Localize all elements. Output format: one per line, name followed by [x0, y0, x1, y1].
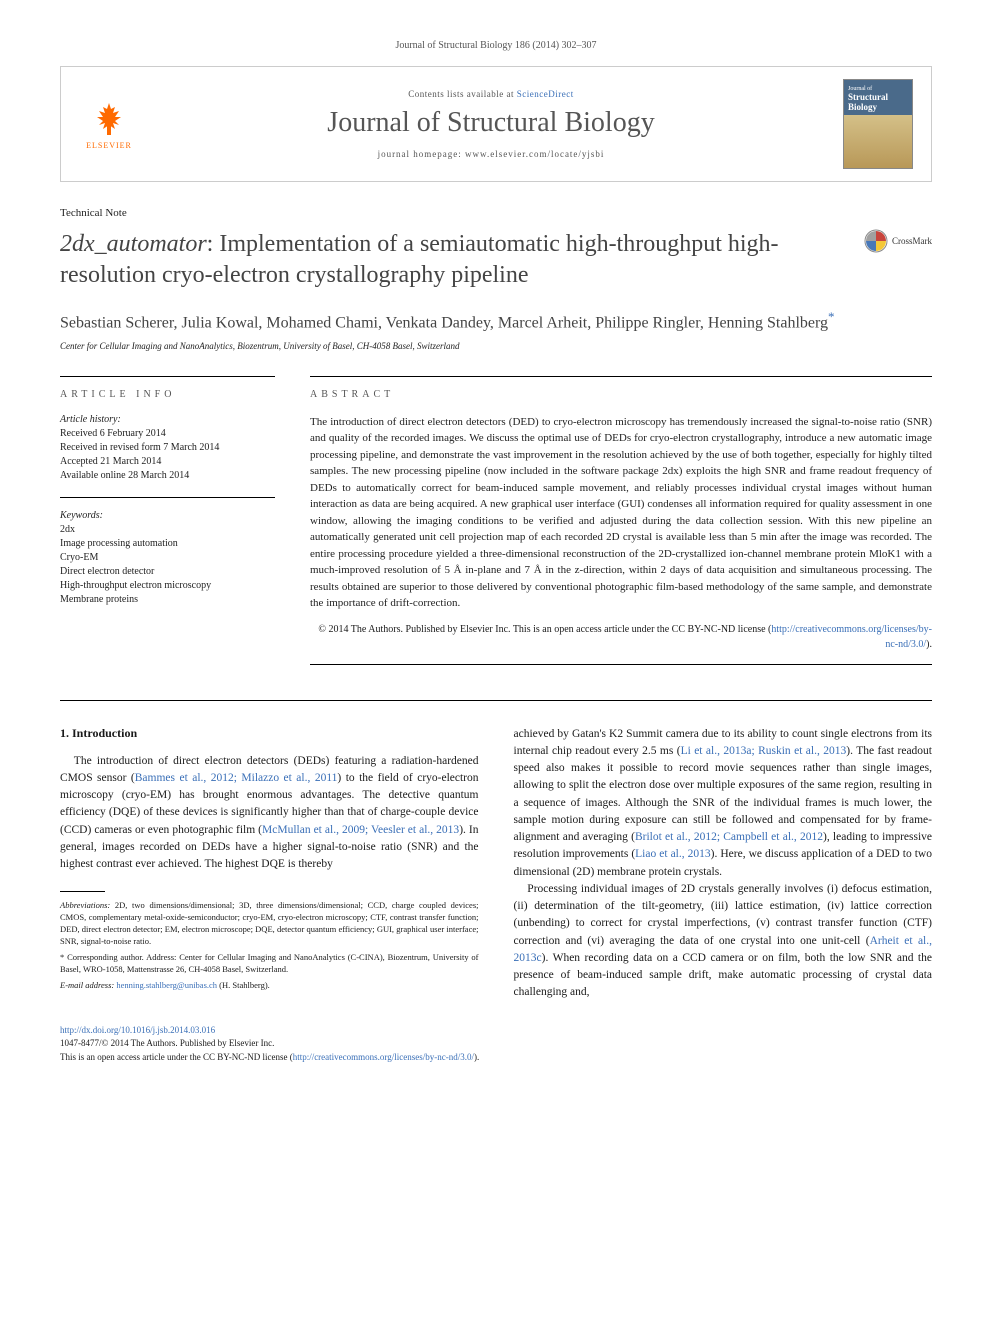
citation-link[interactable]: Bammes et al., 2012; Milazzo et al., 201… — [135, 772, 338, 784]
history-line: Accepted 21 March 2014 — [60, 456, 161, 467]
header-citation: Journal of Structural Biology 186 (2014)… — [60, 40, 932, 51]
license-close: ). — [474, 1052, 479, 1062]
article-info-column: ARTICLE INFO Article history: Received 6… — [60, 376, 275, 665]
keyword-item: Direct electron detector — [60, 565, 275, 579]
footnote-text: Corresponding author. Address: Center fo… — [60, 952, 479, 974]
body-text: ). The fast readout speed also makes it … — [514, 745, 933, 843]
keyword-item: 2dx — [60, 523, 275, 537]
sciencedirect-link[interactable]: ScienceDirect — [517, 89, 574, 99]
elsevier-logo: ELSEVIER — [79, 94, 139, 154]
footnote-label: E-mail address: — [60, 980, 114, 990]
copyright-text: © 2014 The Authors. Published by Elsevie… — [318, 624, 771, 635]
info-divider — [60, 497, 275, 498]
article-type: Technical Note — [60, 207, 932, 219]
journal-name: Journal of Structural Biology — [139, 107, 843, 139]
body-paragraph: achieved by Gatan's K2 Summit camera due… — [514, 726, 933, 881]
corresponding-mark: * — [828, 309, 835, 324]
title-row: 2dx_automator: Implementation of a semia… — [60, 229, 932, 291]
body-paragraph: The introduction of direct electron dete… — [60, 753, 479, 874]
abstract-bottom-rule — [310, 664, 932, 665]
license-line: This is an open access article under the… — [60, 1052, 293, 1062]
abstract-text: The introduction of direct electron dete… — [310, 414, 932, 612]
history-block: Received 6 February 2014 Received in rev… — [60, 427, 275, 483]
body-column-right: achieved by Gatan's K2 Summit camera due… — [514, 726, 933, 1002]
corresponding-footnote: * Corresponding author. Address: Center … — [60, 952, 479, 976]
citation-link[interactable]: Liao et al., 2013 — [635, 848, 710, 860]
article-info-label: ARTICLE INFO — [60, 389, 275, 400]
banner-center: Contents lists available at ScienceDirec… — [139, 89, 843, 159]
elsevier-tree-icon — [89, 99, 129, 139]
crossmark-badge[interactable]: CrossMark — [864, 229, 932, 253]
body-columns: 1. Introduction The introduction of dire… — [60, 726, 932, 1002]
keyword-item: Membrane proteins — [60, 593, 275, 607]
history-line: Received in revised form 7 March 2014 — [60, 442, 219, 453]
section-heading: 1. Introduction — [60, 726, 479, 741]
license-link[interactable]: http://creativecommons.org/licenses/by-n… — [293, 1052, 474, 1062]
keywords-head: Keywords: — [60, 510, 275, 521]
citation-link[interactable]: McMullan et al., 2009; Veesler et al., 2… — [262, 824, 459, 836]
homepage-prefix: journal homepage: — [378, 149, 465, 159]
crossmark-label: CrossMark — [892, 236, 932, 246]
abstract-label: ABSTRACT — [310, 389, 932, 400]
journal-homepage: journal homepage: www.elsevier.com/locat… — [139, 149, 843, 159]
abstract-column: ABSTRACT The introduction of direct elec… — [310, 376, 932, 665]
license-link[interactable]: http://creativecommons.org/licenses/by-n… — [771, 624, 932, 650]
crossmark-icon — [864, 229, 888, 253]
footnote-text: (H. Stahlberg). — [217, 980, 270, 990]
copyright-close: ). — [926, 639, 932, 650]
email-footnote: E-mail address: henning.stahlberg@unibas… — [60, 980, 479, 992]
body-paragraph: Processing individual images of 2D cryst… — [514, 881, 933, 1002]
keyword-item: High-throughput electron microscopy — [60, 579, 275, 593]
homepage-url[interactable]: www.elsevier.com/locate/yjsbi — [465, 149, 604, 159]
authors-line: Sebastian Scherer, Julia Kowal, Mohamed … — [60, 309, 932, 332]
citation-link[interactable]: Brilot et al., 2012; Campbell et al., 20… — [635, 831, 823, 843]
journal-cover-thumb: Journal of Structural Biology — [843, 79, 913, 169]
copyright-line: © 2014 The Authors. Published by Elsevie… — [310, 622, 932, 652]
history-head: Article history: — [60, 414, 275, 425]
info-abstract-row: ARTICLE INFO Article history: Received 6… — [60, 376, 932, 665]
history-line: Received 6 February 2014 — [60, 428, 166, 439]
history-line: Available online 28 March 2014 — [60, 470, 189, 481]
footnote-label: Abbreviations: — [60, 900, 110, 910]
elsevier-label: ELSEVIER — [86, 141, 132, 150]
cover-big: Structural Biology — [848, 92, 888, 112]
keyword-item: Image processing automation — [60, 537, 275, 551]
keyword-item: Cryo-EM — [60, 551, 275, 565]
contents-line: Contents lists available at ScienceDirec… — [139, 89, 843, 99]
footnote-divider — [60, 891, 105, 892]
issn-line: 1047-8477/© 2014 The Authors. Published … — [60, 1038, 274, 1048]
doi-link[interactable]: http://dx.doi.org/10.1016/j.jsb.2014.03.… — [60, 1025, 215, 1035]
cover-title: Journal of Structural Biology — [848, 86, 908, 112]
citation-link[interactable]: Li et al., 2013a; Ruskin et al., 2013 — [681, 745, 847, 757]
abbreviations-footnote: Abbreviations: 2D, two dimensions/dimens… — [60, 900, 479, 948]
journal-banner: ELSEVIER Contents lists available at Sci… — [60, 66, 932, 182]
contents-prefix: Contents lists available at — [408, 89, 516, 99]
keywords-block: 2dx Image processing automation Cryo-EM … — [60, 523, 275, 607]
doi-block: http://dx.doi.org/10.1016/j.jsb.2014.03.… — [60, 1024, 932, 1065]
footnote-text: 2D, two dimensions/dimensional; 3D, thre… — [60, 900, 479, 946]
affiliation: Center for Cellular Imaging and NanoAnal… — [60, 341, 932, 351]
email-link[interactable]: henning.stahlberg@unibas.ch — [116, 980, 217, 990]
article-title: 2dx_automator: Implementation of a semia… — [60, 229, 844, 291]
full-divider — [60, 700, 932, 701]
body-text: ). When recording data on a CCD camera o… — [514, 952, 933, 999]
title-italic-part: 2dx_automator — [60, 231, 207, 257]
authors-text: Sebastian Scherer, Julia Kowal, Mohamed … — [60, 315, 828, 332]
body-column-left: 1. Introduction The introduction of dire… — [60, 726, 479, 1002]
